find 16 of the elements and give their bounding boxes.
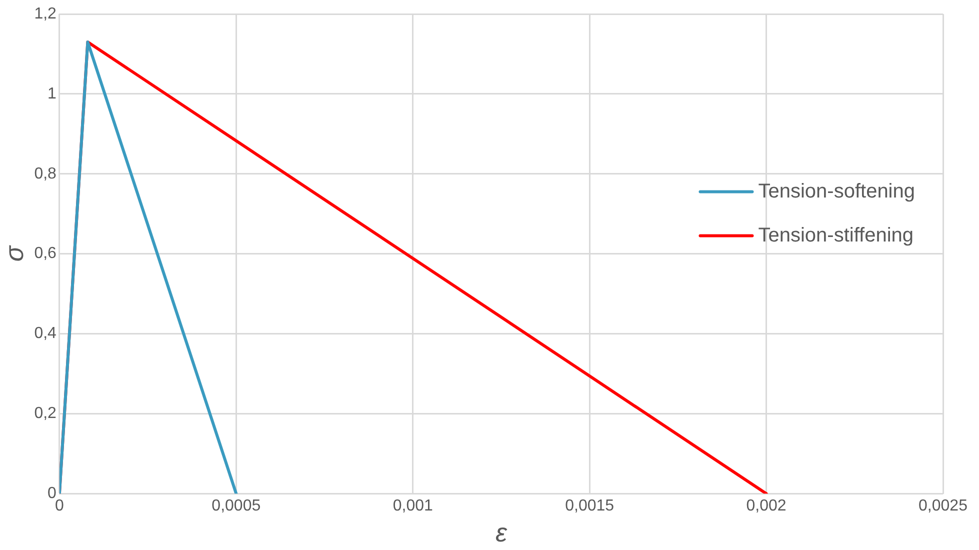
y-tick-label: 1,2 [34, 5, 57, 22]
y-tick-label: 0 [48, 485, 57, 502]
legend-label: Tension-stiffening [758, 224, 914, 246]
x-tick-label: 0,001 [392, 498, 433, 515]
y-axis-title: σ [0, 244, 29, 262]
legend-label: Tension-softening [758, 180, 916, 202]
x-tick-label: 0,0005 [212, 498, 261, 515]
y-tick-label: 1 [48, 85, 57, 102]
x-tick-label: 0,002 [746, 498, 786, 515]
x-tick-label: 0,0015 [565, 498, 614, 515]
y-tick-label: 0,8 [34, 165, 57, 182]
x-axis-title: ε [496, 518, 508, 548]
y-tick-label: 0,2 [34, 405, 57, 422]
y-tick-label: 0,4 [34, 325, 57, 342]
y-tick-label: 0,6 [34, 245, 57, 262]
x-tick-label: 0,0025 [918, 498, 968, 515]
